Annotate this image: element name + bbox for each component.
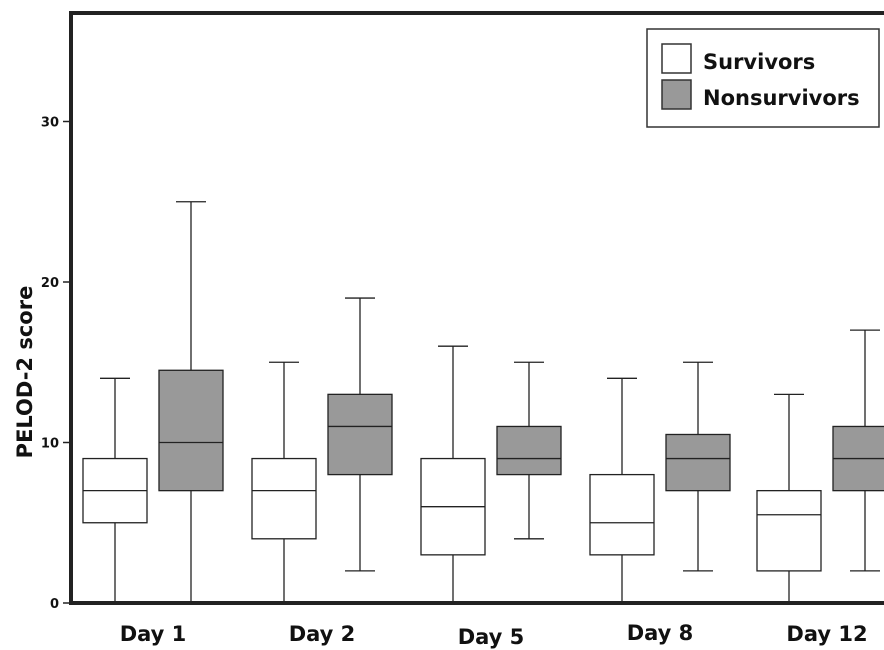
iqr-box <box>496 425 562 476</box>
box-nonsurvivors-4 <box>832 329 884 572</box>
y-tick-label-0: 0 <box>50 597 59 612</box>
y-tick-label-20: 20 <box>41 276 59 291</box>
iqr-box <box>665 433 731 492</box>
iqr-box <box>589 473 655 556</box>
box-survivors-0 <box>82 377 148 603</box>
y-tick-label-30: 30 <box>41 116 59 131</box>
iqr-box <box>158 369 224 492</box>
y-axis-title: PELOD-2 score <box>13 286 37 459</box>
legend-label-survivors: Survivors <box>703 50 815 74</box>
legend-label-nonsurvivors: Nonsurvivors <box>703 86 860 110</box>
legend: Survivors Nonsurvivors <box>646 28 880 128</box>
iqr-box <box>251 457 317 540</box>
x-tick-label-3: Day 8 <box>627 621 694 645</box>
legend-swatch-nonsurvivors <box>661 79 692 110</box>
box-survivors-3 <box>589 377 655 603</box>
iqr-box <box>327 393 393 476</box>
box-nonsurvivors-3 <box>665 361 731 572</box>
y-tick-label-10: 10 <box>41 437 59 452</box>
box-nonsurvivors-0 <box>158 201 224 603</box>
x-tick-label-0: Day 1 <box>120 622 187 646</box>
box-survivors-1 <box>251 361 317 603</box>
axes: 0 10 20 30 <box>41 11 884 612</box>
box-survivors-2 <box>420 345 486 603</box>
box-layer: Day 1 Day 2 Day 5 Day 8 Day 12 <box>82 201 884 649</box>
iqr-box <box>756 489 822 572</box>
box-survivors-4 <box>756 393 822 603</box>
x-tick-label-1: Day 2 <box>289 622 356 646</box>
legend-swatch-survivors <box>661 43 692 74</box>
box-nonsurvivors-2 <box>496 361 562 540</box>
x-tick-label-2: Day 5 <box>458 625 525 649</box>
box-nonsurvivors-1 <box>327 297 393 572</box>
x-tick-label-4: Day 12 <box>786 622 867 646</box>
